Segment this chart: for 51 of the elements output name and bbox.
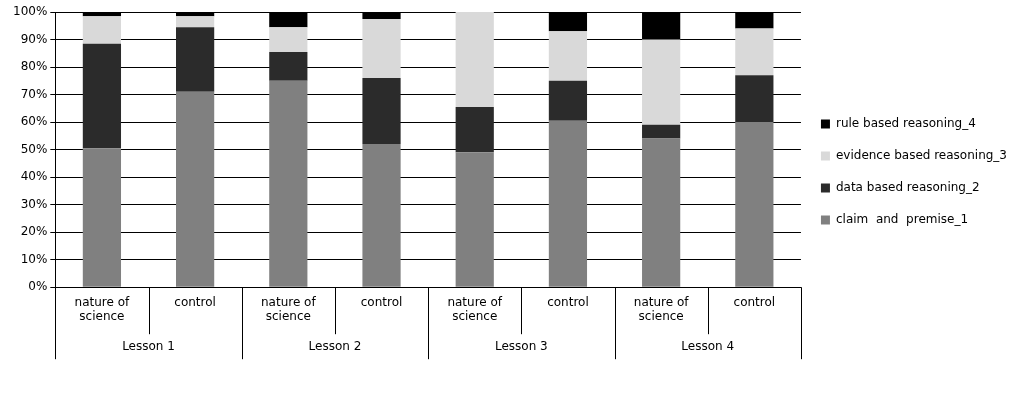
legend-label: claim and premise_1 [835,212,969,227]
bar [548,120,588,287]
x-tick-label: control [547,294,589,309]
x-tick-label: control [733,294,776,309]
x-tick-label: nature of science [74,294,131,323]
bar [642,124,681,139]
y-tick-label: 30% [20,196,48,211]
x-tick-label: nature of science [447,294,503,323]
text: Lesson 1 [122,339,175,354]
bar [735,28,774,76]
bar [82,16,122,44]
y-tick-label: 10% [20,251,48,266]
bar [642,138,681,287]
bar [455,106,494,153]
x-tick-label: nature of science [633,294,690,323]
bar [735,122,774,287]
bar [362,78,401,145]
y-tick-label: 80% [20,59,48,74]
bar [269,51,308,81]
legend-label: data based reasoning_2 [835,180,980,195]
bar [642,39,681,125]
y-tick-label: 40% [20,169,48,184]
bar [455,152,494,287]
bar [269,27,308,52]
text: Lesson 3 [494,339,548,354]
x-tick-label: control [360,294,403,309]
bar [82,148,122,287]
bar [176,27,215,92]
text: Lesson 4 [681,339,735,354]
y-tick-label: 20% [20,224,48,239]
text: Lesson 2 [308,339,362,354]
bar [362,144,401,287]
y-tick-label: 60% [20,114,48,129]
bar [176,91,215,287]
bar [362,18,401,79]
bar [455,12,494,107]
y-tick-label: 50% [20,141,48,156]
x-tick-label: control [174,294,216,309]
legend-label: evidence based reasoning_3 [835,148,1008,163]
bar [548,31,588,81]
bar [735,75,774,123]
y-tick-label: 100% [12,4,48,19]
bar [269,80,308,287]
bar [176,16,215,28]
y-tick-label: 0% [28,279,48,294]
legend-label: rule based reasoning_4 [835,116,976,131]
x-tick-label: nature of science [260,294,317,323]
y-tick-label: 90% [20,31,48,46]
bar [82,43,122,149]
y-tick-label: 70% [20,86,48,101]
bar [548,80,588,121]
